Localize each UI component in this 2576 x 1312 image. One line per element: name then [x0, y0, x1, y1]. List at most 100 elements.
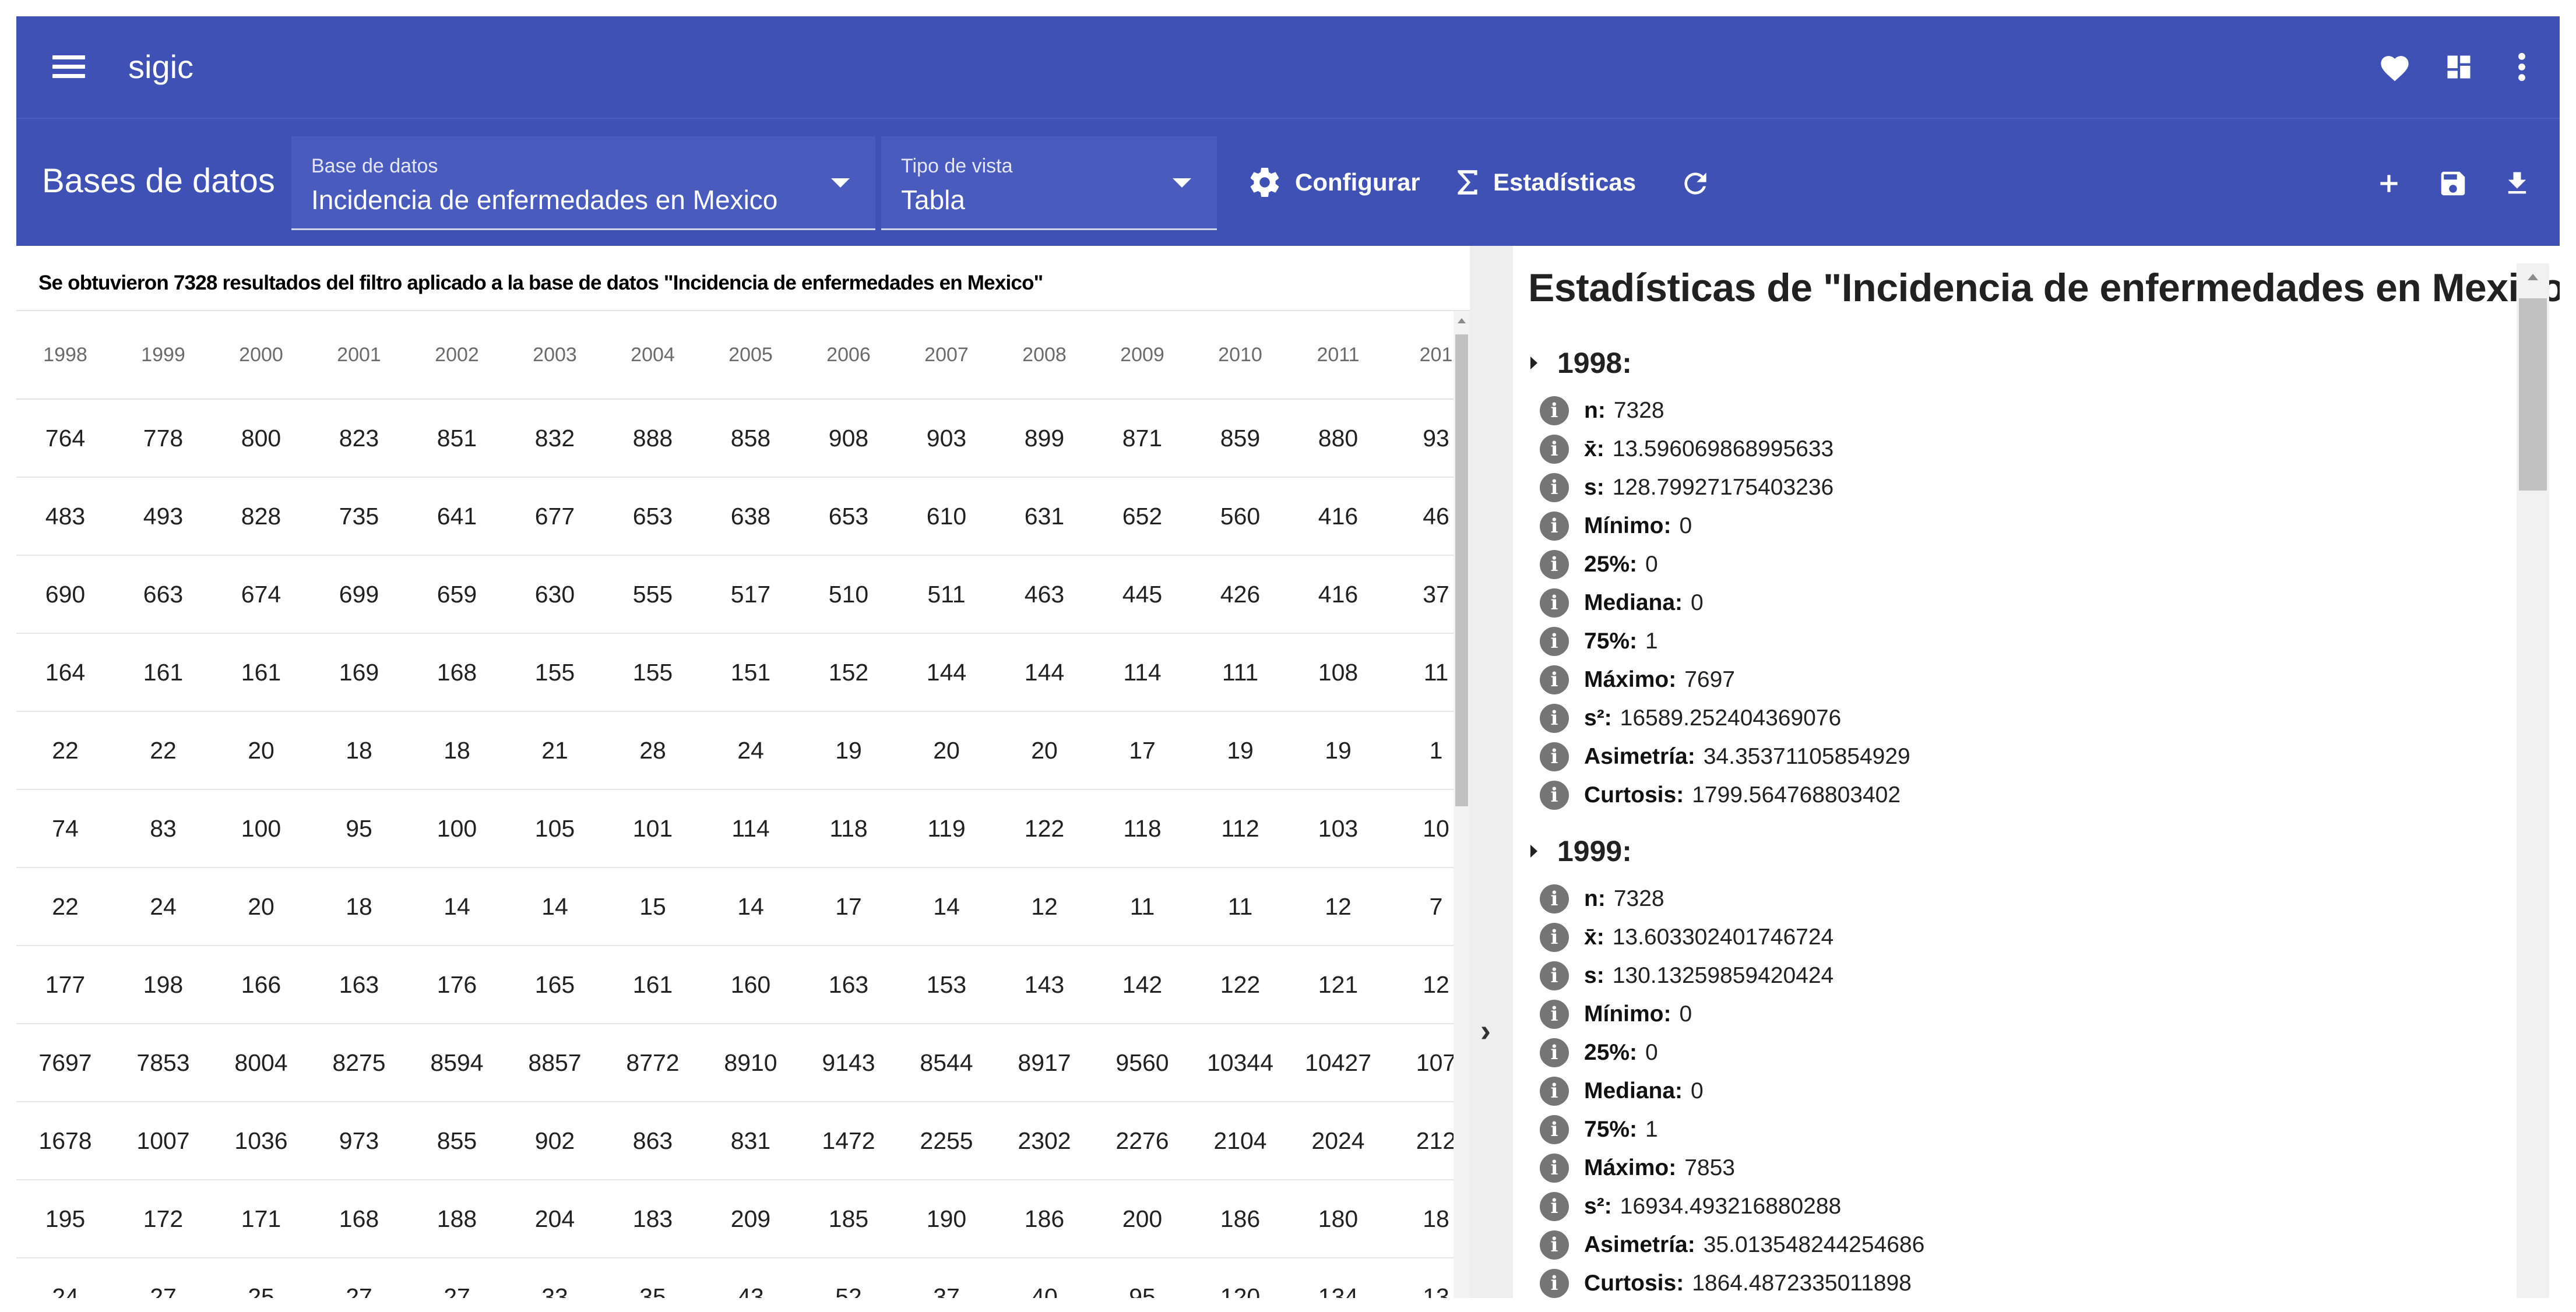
table-row[interactable]: 22 22 20 18 18 21 28 24 19 20 20 17 19 19 1 — [16, 711, 1454, 790]
column-header[interactable]: 2008 — [995, 311, 1093, 400]
column-header[interactable]: 2011 — [1289, 311, 1387, 400]
column-header[interactable]: 2006 — [800, 311, 898, 400]
chevron-right-icon[interactable]: › — [1480, 1013, 1491, 1048]
stat-value: 128.79927175403236 — [1612, 475, 1834, 500]
info-icon[interactable]: i — [1540, 1000, 1569, 1029]
info-icon[interactable]: i — [1540, 704, 1569, 733]
table-row[interactable]: 7697 7853 8004 8275 8594 8857 8772 8910 9143 8544… — [16, 1024, 1454, 1102]
scroll-up-arrow-icon[interactable] — [1458, 318, 1466, 323]
database-select[interactable]: Base de datos Incidencia de enfermedades… — [291, 136, 875, 230]
heart-icon[interactable] — [2374, 47, 2415, 87]
info-icon[interactable]: i — [1540, 781, 1569, 810]
table-row[interactable]: 764 778 800 823 851 832 888 858 908 903 899 871 859 8… — [16, 399, 1454, 478]
column-header[interactable]: 201 — [1387, 311, 1454, 400]
stat-value: 13.596069868995633 — [1612, 436, 1834, 461]
table-row[interactable]: 164 161 161 169 168 155 155 151 152 144 144 114 111 1… — [16, 633, 1454, 712]
table-row[interactable]: 74 83 100 95 100 105 101 114 118 119 122 118 112 103 1… — [16, 789, 1454, 868]
add-icon[interactable] — [2369, 163, 2409, 204]
column-header[interactable]: 2001 — [310, 311, 408, 400]
table-cell: 20 — [212, 711, 310, 790]
table-cell: 40 — [995, 1258, 1093, 1298]
info-icon[interactable]: i — [1540, 588, 1569, 618]
table-row[interactable]: 22 24 20 18 14 14 15 14 17 14 12 11 11 12 7 — [16, 867, 1454, 946]
column-header[interactable]: 2009 — [1093, 311, 1191, 400]
info-icon[interactable]: i — [1540, 473, 1569, 502]
table-cell: 973 — [310, 1102, 408, 1180]
scrollbar-thumb[interactable] — [1455, 334, 1468, 806]
table-cell: 121 — [1289, 946, 1387, 1024]
stat-label: n: — [1584, 886, 1606, 911]
menu-icon[interactable] — [52, 51, 85, 83]
table-row[interactable]: 1678 1007 1036 973 855 902 863 831 1472 2255 2302 2… — [16, 1102, 1454, 1180]
info-icon[interactable]: i — [1540, 1115, 1569, 1144]
table-row[interactable]: 177 198 166 163 176 165 161 160 163 153 143 142 122 1… — [16, 946, 1454, 1024]
info-icon[interactable]: i — [1540, 627, 1569, 656]
column-header[interactable]: 2000 — [212, 311, 310, 400]
column-header[interactable]: 1999 — [114, 311, 212, 400]
stat-value: 0 — [1679, 1001, 1692, 1027]
info-icon[interactable]: i — [1540, 396, 1569, 425]
info-icon[interactable]: i — [1540, 1192, 1569, 1221]
info-icon[interactable]: i — [1540, 923, 1569, 952]
table-viewport[interactable]: 1998 1999 2000 2001 2002 2003 2004 2005 2006 2007… — [16, 311, 1454, 1298]
configure-button[interactable]: Configurar — [1247, 161, 1420, 204]
stats-year-toggle[interactable]: 1998: — [1513, 334, 2515, 392]
info-icon[interactable]: i — [1540, 884, 1569, 914]
stat-value: 0 — [1645, 1040, 1658, 1065]
info-icon[interactable]: i — [1540, 665, 1569, 694]
table-cell: 663 — [114, 555, 212, 634]
dashboard-icon[interactable] — [2438, 47, 2479, 87]
download-icon[interactable] — [2497, 163, 2538, 204]
table-row[interactable]: 195 172 171 168 188 204 183 209 185 190 186 200 186 1… — [16, 1180, 1454, 1258]
stat-row: i Mínimo: 0 — [1513, 995, 2515, 1034]
view-type-select[interactable]: Tipo de vista Tabla — [881, 136, 1217, 230]
column-header[interactable]: 1998 — [16, 311, 114, 400]
table-cell: 160 — [702, 946, 800, 1024]
save-icon[interactable] — [2433, 163, 2473, 204]
statistics-button[interactable]: Estadísticas — [1455, 161, 1636, 204]
table-row[interactable]: 690 663 674 699 659 630 555 517 510 511 463 445 426 4… — [16, 555, 1454, 634]
info-icon[interactable]: i — [1540, 512, 1569, 541]
refresh-icon[interactable] — [1675, 163, 1716, 204]
group-spacer — [1513, 814, 2515, 823]
table-cell: 652 — [1093, 477, 1191, 556]
table-vertical-scrollbar[interactable] — [1454, 311, 1470, 1298]
table-cell: 209 — [702, 1180, 800, 1258]
info-icon[interactable]: i — [1540, 1269, 1569, 1298]
database-toolbar: Bases de datos Base de datos Incidencia … — [16, 118, 2560, 247]
pane-splitter[interactable]: › — [1470, 246, 1513, 1298]
info-icon[interactable]: i — [1540, 1038, 1569, 1067]
table-row[interactable]: 24 27 25 27 27 33 35 43 52 37 40 95 120 134 13 — [16, 1258, 1454, 1298]
table-cell: 871 — [1093, 399, 1191, 478]
stat-label: Mediana: — [1584, 590, 1683, 615]
stat-label: s: — [1584, 963, 1604, 988]
more-vert-icon[interactable] — [2501, 47, 2542, 87]
table-pane: Se obtuvieron 7328 resultados del filtro… — [16, 246, 1470, 1298]
info-icon[interactable]: i — [1540, 1230, 1569, 1260]
info-icon[interactable]: i — [1540, 961, 1569, 990]
stats-year-toggle[interactable]: 1999: — [1513, 823, 2515, 880]
table-cell: 161 — [604, 946, 702, 1024]
column-header[interactable]: 2010 — [1191, 311, 1289, 400]
stat-row: i 25%: 0 — [1513, 545, 2515, 584]
column-header[interactable]: 2005 — [702, 311, 800, 400]
table-cell: 35 — [604, 1258, 702, 1298]
column-header[interactable]: 2002 — [408, 311, 506, 400]
info-icon[interactable]: i — [1540, 550, 1569, 579]
scrollbar-thumb[interactable] — [2519, 298, 2547, 491]
info-icon[interactable]: i — [1540, 1154, 1569, 1183]
column-header[interactable]: 2007 — [898, 311, 995, 400]
table-cell: 641 — [408, 477, 506, 556]
table-row[interactable]: 483 493 828 735 641 677 653 638 653 610 631 652 560 4… — [16, 477, 1454, 556]
info-icon[interactable]: i — [1540, 742, 1569, 771]
stat-label: Máximo: — [1584, 667, 1677, 692]
table-cell: 101 — [604, 789, 702, 868]
stat-value: 1799.564768803402 — [1692, 782, 1901, 807]
info-icon[interactable]: i — [1540, 435, 1569, 464]
column-header[interactable]: 2004 — [604, 311, 702, 400]
statistics-vertical-scrollbar[interactable] — [2517, 263, 2549, 1298]
scroll-up-arrow-icon[interactable] — [2528, 274, 2538, 280]
column-header[interactable]: 2003 — [506, 311, 604, 400]
info-icon[interactable]: i — [1540, 1077, 1569, 1106]
stat-label: s²: — [1584, 1194, 1612, 1219]
